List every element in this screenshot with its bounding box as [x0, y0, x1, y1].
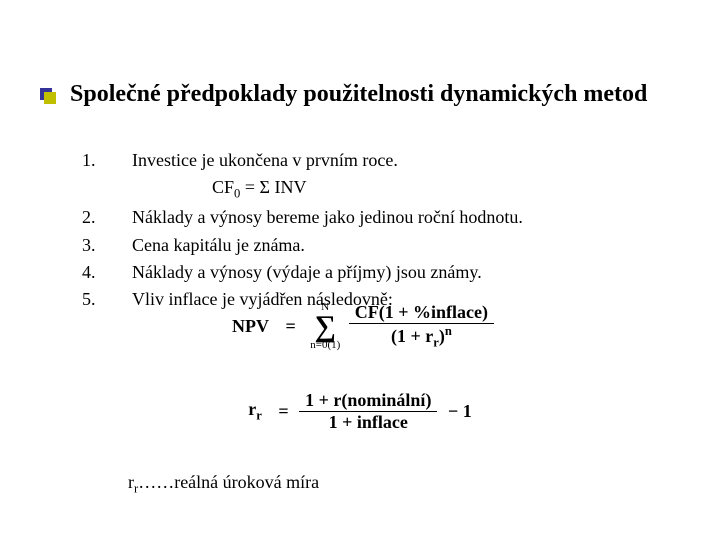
rr-formula: rr = 1 + r(nominální) 1 + inflace − 1: [180, 390, 540, 433]
sigma-icon: N ∑ n=0(1): [310, 302, 340, 351]
footnote-dots: ……: [138, 472, 174, 492]
npv-fraction: CF(1 + %inflace) (1 + rr)n: [349, 302, 494, 351]
rr-tail: − 1: [448, 401, 472, 422]
npv-formula: NPV = N ∑ n=0(1) CF(1 + %inflace) (1 + r…: [180, 302, 540, 351]
list-number: 5.: [82, 287, 132, 312]
cf-lhs: CF: [212, 177, 234, 197]
sigma-lower: n=0(1): [310, 340, 340, 351]
sigma-symbol: ∑: [310, 313, 340, 340]
rr-num-close: ): [425, 390, 431, 410]
assumptions-list: 1. Investice je ukončena v prvním roce. …: [82, 148, 642, 314]
list-number: 3.: [82, 233, 132, 258]
rr-num-word: nominální: [347, 390, 425, 410]
list-item: 4. Náklady a výnosy (výdaje a příjmy) js…: [82, 260, 642, 285]
cf-rhs: INV: [274, 177, 306, 197]
npv-num-inflace: inflace: [431, 302, 482, 322]
npv-num-cf: CF: [355, 302, 379, 322]
npv-den-open: (1 + r: [391, 326, 433, 346]
list-number: 1.: [82, 148, 132, 173]
list-item: 1. Investice je ukončena v prvním roce.: [82, 148, 642, 173]
rr-lhs-sub: r: [256, 409, 262, 423]
list-text: Náklady a výnosy (výdaje a příjmy) jsou …: [132, 260, 642, 285]
npv-num-open: (1 + %: [379, 302, 431, 322]
rr-fraction: 1 + r(nominální) 1 + inflace: [299, 390, 437, 433]
rr-den-a: 1 +: [329, 412, 357, 432]
list-text: Investice je ukončena v prvním roce.: [132, 148, 642, 173]
footnote: rr……reálná úroková míra: [128, 472, 319, 497]
list-text: Cena kapitálu je známa.: [132, 233, 642, 258]
npv-den-sup: n: [445, 324, 452, 338]
list-number: 2.: [82, 205, 132, 230]
rr-eq: =: [278, 401, 288, 422]
npv-eq: =: [285, 316, 295, 337]
slide-title: Společné předpoklady použitelnosti dynam…: [70, 80, 647, 109]
list-number: 4.: [82, 260, 132, 285]
npv-lhs: NPV: [232, 316, 269, 337]
list-item: 3. Cena kapitálu je známa.: [82, 233, 642, 258]
list-text: Náklady a výnosy bereme jako jedinou roč…: [132, 205, 642, 230]
footnote-text: reálná úroková míra: [174, 472, 319, 492]
list-item: 2. Náklady a výnosy bereme jako jedinou …: [82, 205, 642, 230]
bullet-square-icon: [40, 88, 52, 100]
cf-formula: CF0 = Σ INV: [212, 175, 642, 203]
slide-title-row: Společné předpoklady použitelnosti dynam…: [40, 80, 680, 109]
rr-den-word: inflace: [357, 412, 408, 432]
rr-num-a: 1 + r: [305, 390, 341, 410]
npv-num-close: ): [482, 302, 488, 322]
cf-eq: = Σ: [240, 177, 274, 197]
